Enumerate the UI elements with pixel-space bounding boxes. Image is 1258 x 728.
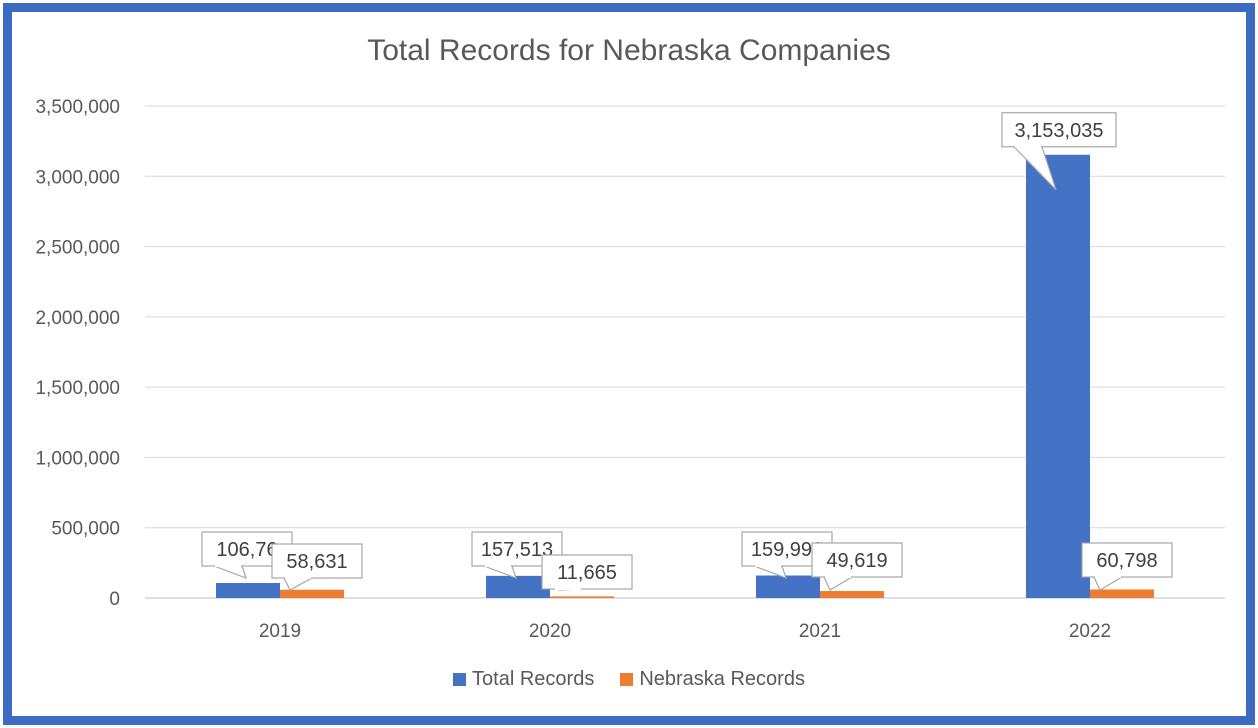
x-tick-label: 2021 [799,621,841,642]
x-tick-label: 2020 [529,621,571,642]
bar [1090,589,1154,598]
callout-total: 157,513 [471,531,563,580]
callout-box [811,542,903,578]
y-tick-label: 2,500,000 [35,238,120,259]
y-tick-label: 0 [109,589,120,610]
data-label: 58,631 [286,551,347,573]
callout-box [541,554,633,590]
data-label: 157,513 [481,539,553,561]
y-tick-label: 3,000,000 [35,167,120,188]
bar [820,591,884,598]
y-tick-label: 1,000,000 [35,448,120,469]
x-tick-label: 2022 [1069,621,1111,642]
chart-title: Total Records for Nebraska Companies [367,34,891,67]
callout-pointer [823,576,855,591]
callout-pointer [213,565,247,580]
callout-box [271,543,363,579]
bar [756,575,820,598]
legend-label-total: Total Records [472,668,595,690]
callout-pointer [1093,576,1125,591]
legend-item-nebraska: Nebraska Records [620,668,805,691]
callout-nebraska: 60,798 [1081,542,1173,591]
callout-nebraska: 49,619 [811,542,903,591]
data-label: 11,665 [557,562,617,584]
legend-swatch-nebraska [620,673,634,686]
legend-label-nebraska: Nebraska Records [639,668,805,690]
data-label: 106,76 [216,539,277,561]
y-tick-label: 2,000,000 [35,308,120,329]
data-label: 49,619 [826,550,887,572]
data-label: 159,991 [751,539,823,561]
callout-nebraska: 11,665 [541,554,633,591]
callout-box [471,531,563,567]
legend-item-total: Total Records [453,668,594,691]
bar [1026,154,1090,598]
legend: Total Records Nebraska Records [0,668,1258,691]
callout-pointer [283,577,313,591]
callout-total: 3,153,035 [1001,112,1117,191]
bar [280,589,344,598]
callout-box [1001,112,1117,148]
callout-nebraska: 58,631 [271,543,363,591]
y-tick-label: 500,000 [51,519,120,540]
bar [550,596,614,598]
bar [486,575,550,598]
legend-swatch-total [453,673,467,686]
y-tick-label: 1,500,000 [35,378,120,399]
y-tick-label: 3,500,000 [35,97,120,118]
data-label: 60,798 [1096,550,1157,572]
bar [216,582,280,598]
data-label: 3,153,035 [1015,120,1104,142]
callout-box [1081,542,1173,578]
x-tick-label: 2019 [259,621,301,642]
